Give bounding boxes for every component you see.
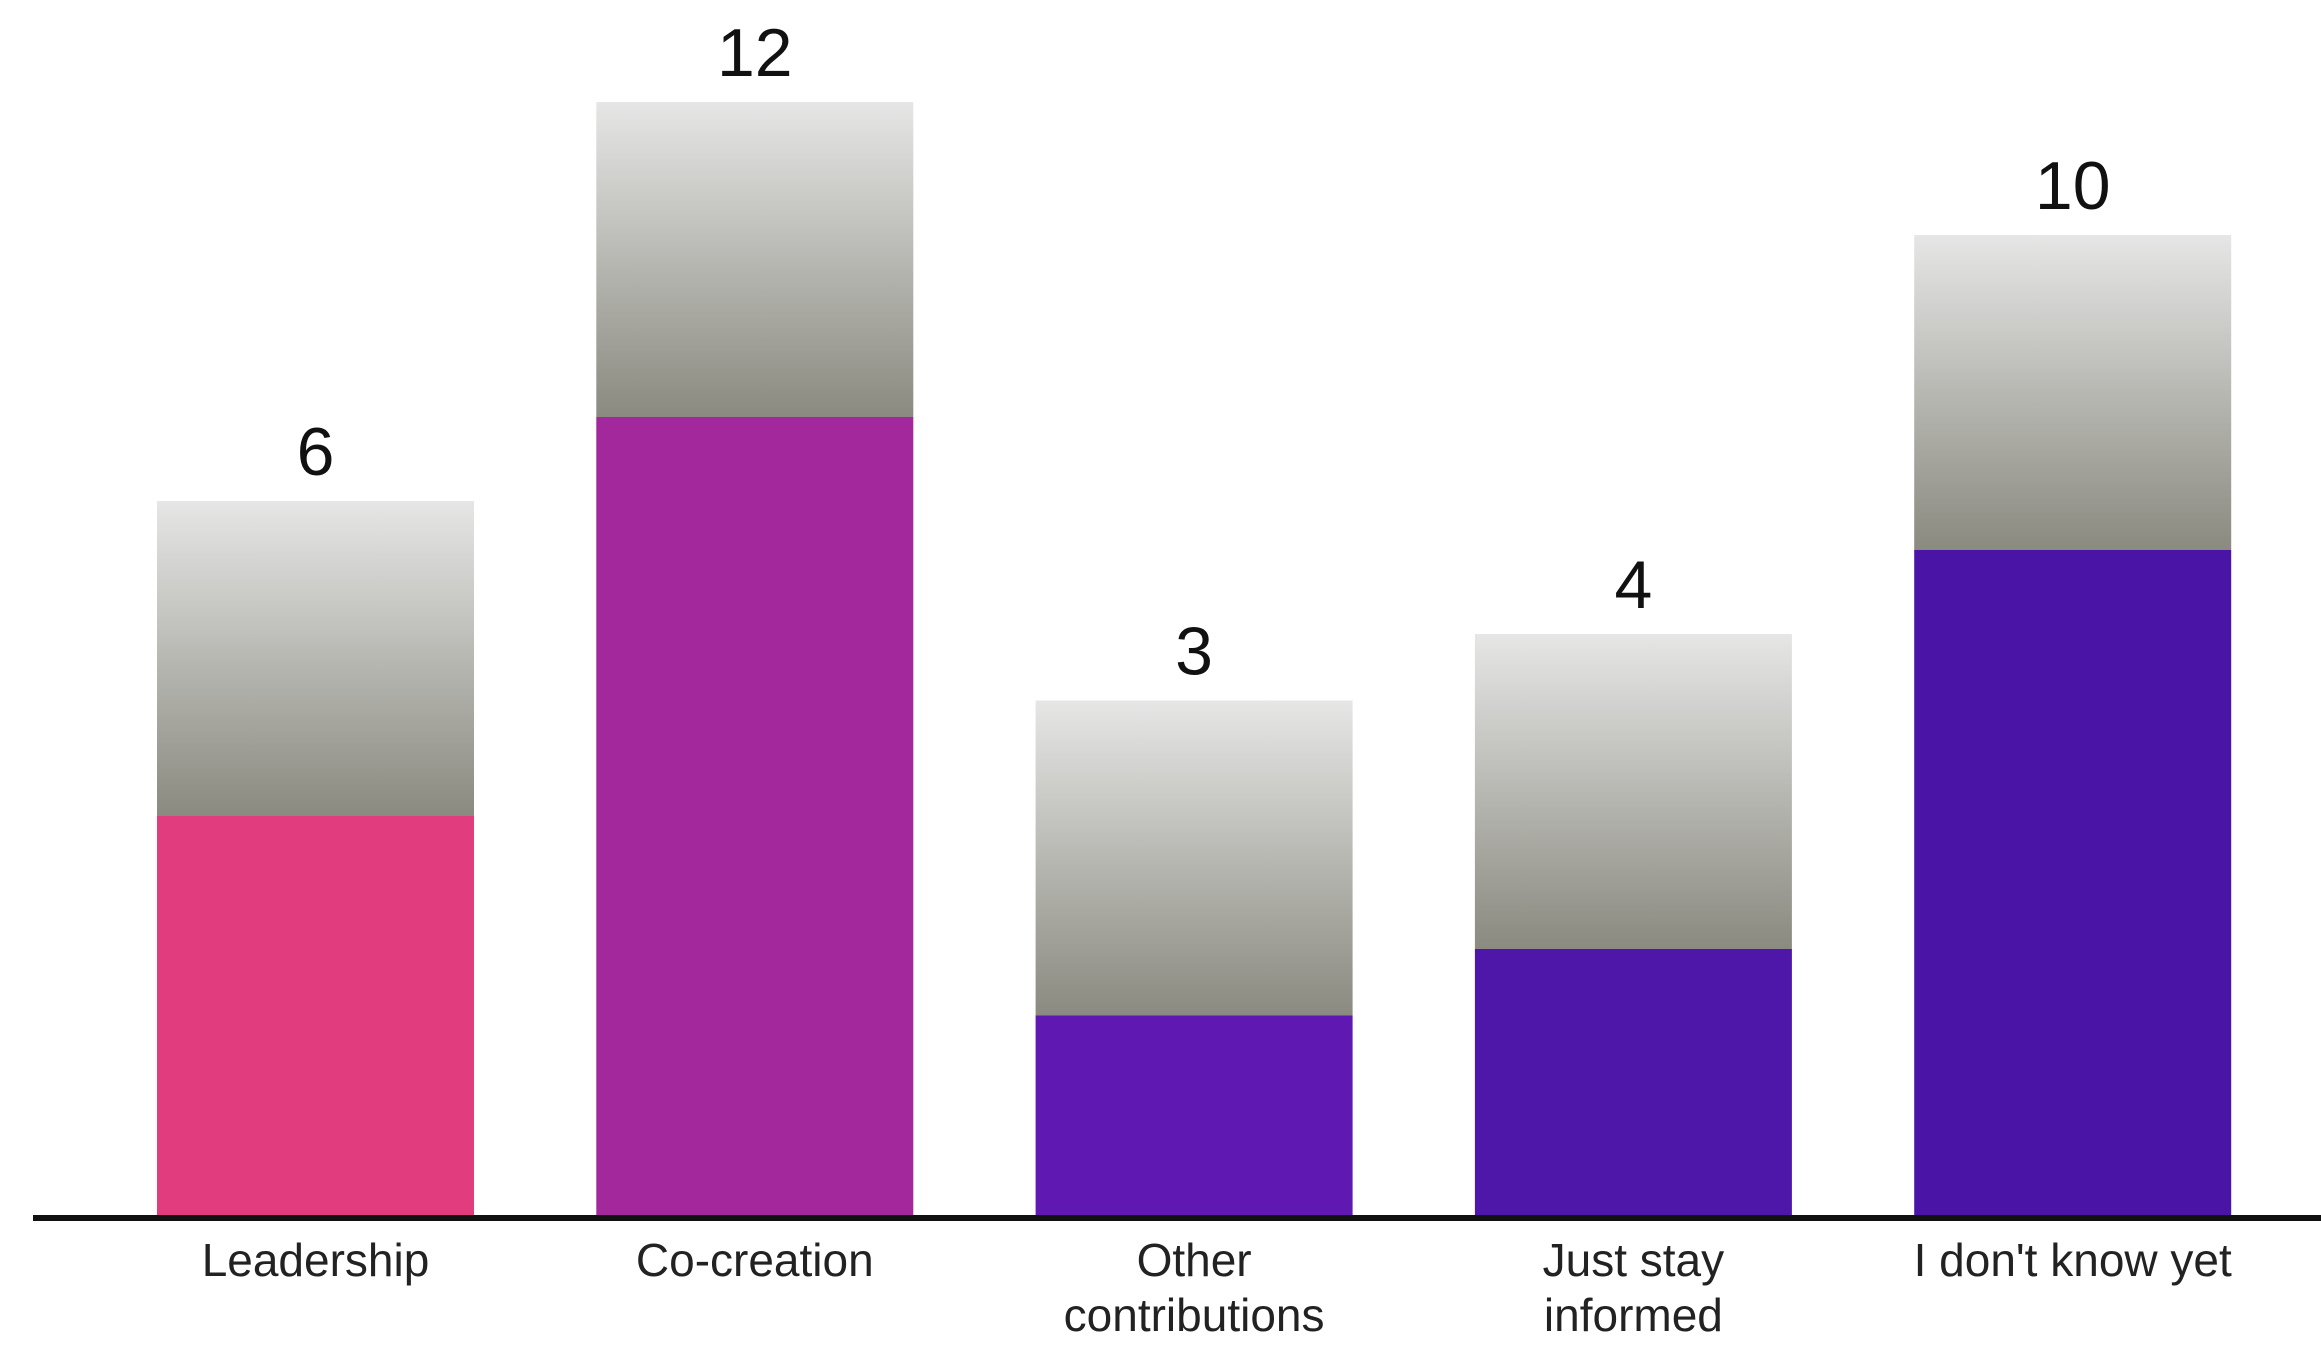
bar-image bbox=[1474, 634, 1792, 949]
category-label: Co-creation bbox=[635, 1234, 874, 1286]
bar bbox=[1474, 949, 1792, 1215]
baseline bbox=[33, 1215, 2321, 1221]
bar bbox=[1914, 550, 2232, 1215]
value-label: 4 bbox=[1614, 547, 1652, 623]
value-label: 3 bbox=[1175, 614, 1213, 690]
category-label: Other contributions bbox=[1063, 1234, 1325, 1341]
bar bbox=[157, 816, 474, 1215]
category-label: Just stay informed bbox=[1542, 1234, 1725, 1341]
bar-image bbox=[1035, 700, 1353, 1016]
value-label: 10 bbox=[2035, 148, 2111, 224]
bar-image bbox=[596, 102, 914, 417]
bar bbox=[596, 417, 914, 1215]
bar bbox=[1035, 1015, 1353, 1215]
bar-image bbox=[1914, 235, 2232, 550]
bar-image bbox=[157, 501, 474, 816]
category-label: Leadership bbox=[201, 1234, 430, 1286]
value-label: 12 bbox=[717, 15, 793, 91]
value-label: 6 bbox=[297, 414, 335, 490]
category-label: I don't know yet bbox=[1913, 1234, 2232, 1286]
